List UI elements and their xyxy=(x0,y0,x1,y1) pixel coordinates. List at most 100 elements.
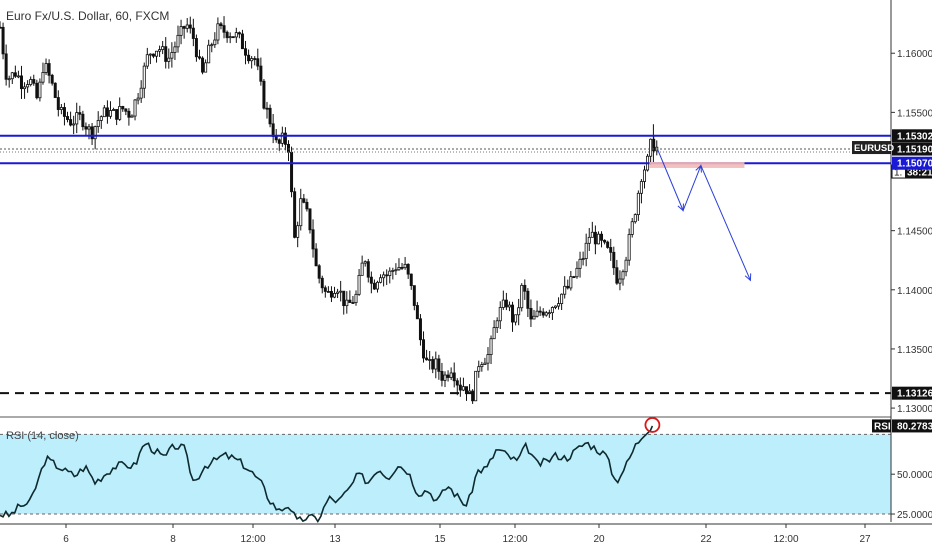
candle-body xyxy=(26,84,30,88)
candle-body xyxy=(379,277,383,283)
candle-body xyxy=(649,138,653,157)
candle-body xyxy=(550,307,554,314)
candle-body xyxy=(90,126,94,140)
candle-body xyxy=(474,370,478,402)
candle-body xyxy=(185,24,189,29)
time-tick-label: 20 xyxy=(593,534,605,545)
countdown-prefix: 1. xyxy=(894,168,902,179)
candle-body xyxy=(397,267,401,271)
candle-body xyxy=(446,374,450,378)
candle-body xyxy=(228,36,232,39)
candle-body xyxy=(486,354,490,364)
rsi-line xyxy=(0,425,654,524)
time-tick-label: 12:00 xyxy=(773,534,798,545)
time-tick-label: 27 xyxy=(859,534,871,545)
candle-body xyxy=(268,107,272,125)
price-tag-label: 1.15070 xyxy=(897,159,932,170)
candle-body xyxy=(452,372,456,382)
candle-body xyxy=(406,263,410,275)
candle-body xyxy=(578,258,582,269)
candle-body xyxy=(461,386,465,391)
candle-body xyxy=(630,221,634,235)
candle-body xyxy=(388,270,392,276)
candle-body xyxy=(38,81,42,99)
candle-body xyxy=(363,261,367,264)
candle-body xyxy=(96,120,100,128)
candle-body xyxy=(575,267,579,278)
candle-body xyxy=(572,276,576,279)
candle-body xyxy=(400,267,404,269)
candle-body xyxy=(394,269,398,272)
candle-body xyxy=(188,24,192,29)
rsi-title: RSI (14, close) xyxy=(6,430,79,442)
candle-body xyxy=(207,44,211,64)
candle-body xyxy=(265,107,269,110)
candle-body xyxy=(596,233,600,245)
candle-body xyxy=(434,358,438,370)
candle-body xyxy=(225,31,229,39)
price-tag-box xyxy=(892,129,932,143)
candle-body xyxy=(53,82,57,98)
candle-body xyxy=(219,23,223,27)
candle-body xyxy=(600,233,604,241)
candle-body xyxy=(16,75,20,78)
candle-body xyxy=(532,315,536,320)
countdown-label: 38:21 xyxy=(907,168,932,179)
candle-body xyxy=(621,271,625,280)
candle-body xyxy=(161,46,165,50)
candle-body xyxy=(609,247,613,253)
candle-body xyxy=(237,32,241,35)
candle-body xyxy=(50,74,54,84)
candle-body xyxy=(507,304,511,308)
candle-body xyxy=(41,72,45,83)
candle-body xyxy=(10,72,14,80)
candle-body xyxy=(201,57,205,73)
candle-body xyxy=(317,265,321,279)
candle-body xyxy=(471,390,475,402)
candle-body xyxy=(385,274,389,277)
candle-body xyxy=(121,106,125,110)
candle-body xyxy=(501,299,505,308)
candle-body xyxy=(627,234,631,261)
price-tag-box xyxy=(892,386,932,400)
candlesticks xyxy=(0,16,659,404)
projection-path xyxy=(656,148,751,281)
candle-body xyxy=(418,318,422,341)
candle-body xyxy=(274,136,278,141)
candle-body xyxy=(593,231,597,245)
candle-body xyxy=(253,58,257,60)
projection-arrowhead xyxy=(677,203,684,212)
candle-body xyxy=(256,58,260,67)
candle-body xyxy=(514,314,518,323)
candle-body xyxy=(142,65,146,89)
candle-body xyxy=(213,39,217,46)
candle-body xyxy=(247,54,251,62)
rsi-name-label: RSI xyxy=(874,421,891,432)
candle-body xyxy=(29,79,33,85)
candle-body xyxy=(639,181,643,194)
candle-body xyxy=(366,261,370,278)
candle-body xyxy=(425,357,429,361)
candle-body xyxy=(314,248,318,267)
candle-body xyxy=(35,82,39,99)
candle-body xyxy=(557,303,561,307)
price-tag-label: 1.13126 xyxy=(897,389,932,400)
candle-body xyxy=(299,198,303,227)
candle-body xyxy=(234,32,238,38)
candle-body xyxy=(222,25,226,33)
candle-body xyxy=(329,291,333,298)
candle-body xyxy=(477,366,481,372)
candle-body xyxy=(170,52,174,59)
candle-body xyxy=(277,139,281,144)
candle-body xyxy=(354,293,358,303)
price-tick-label: 1.13500 xyxy=(897,345,932,356)
candle-body xyxy=(99,116,103,121)
price-tag-label: 1.15190 xyxy=(897,145,932,156)
candle-body xyxy=(360,262,364,276)
candle-body xyxy=(415,305,419,320)
candle-body xyxy=(311,229,315,250)
candle-body xyxy=(320,277,324,289)
candle-body xyxy=(250,58,254,62)
candle-body xyxy=(372,282,376,290)
